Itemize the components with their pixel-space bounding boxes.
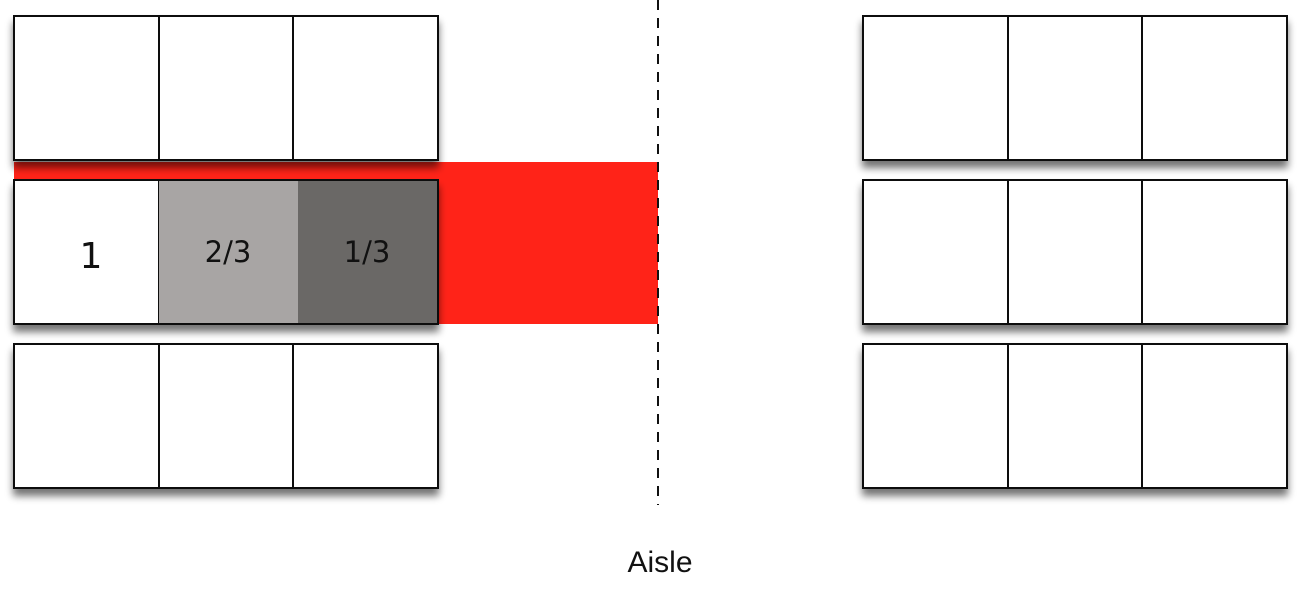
seat-3 — [298, 180, 438, 324]
seat — [1141, 15, 1288, 161]
seat-3-label: 1/3 — [344, 235, 391, 269]
seat — [862, 179, 1009, 325]
seat — [1141, 343, 1288, 489]
left-row-top — [13, 15, 439, 161]
aisle-label: Aisle — [627, 546, 693, 579]
left-row-middle — [13, 179, 439, 325]
seat — [292, 343, 439, 489]
seat — [13, 15, 160, 161]
seat-1 — [13, 179, 160, 325]
seat — [1007, 179, 1143, 325]
left-row-bottom — [13, 343, 439, 489]
seat — [1007, 343, 1143, 489]
seat — [158, 15, 294, 161]
right-row-bottom — [862, 343, 1288, 489]
seat-2-label: 2/3 — [205, 235, 252, 269]
right-row-top — [862, 15, 1288, 161]
seat — [862, 343, 1009, 489]
seat — [292, 15, 439, 161]
seat — [158, 343, 294, 489]
seat — [13, 343, 160, 489]
seat — [1007, 15, 1143, 161]
seat-2 — [159, 180, 298, 324]
row-outline — [13, 179, 439, 325]
seat-1-label: 1 — [80, 236, 103, 277]
seat — [1141, 179, 1288, 325]
seat — [862, 15, 1009, 161]
right-row-middle — [862, 179, 1288, 325]
